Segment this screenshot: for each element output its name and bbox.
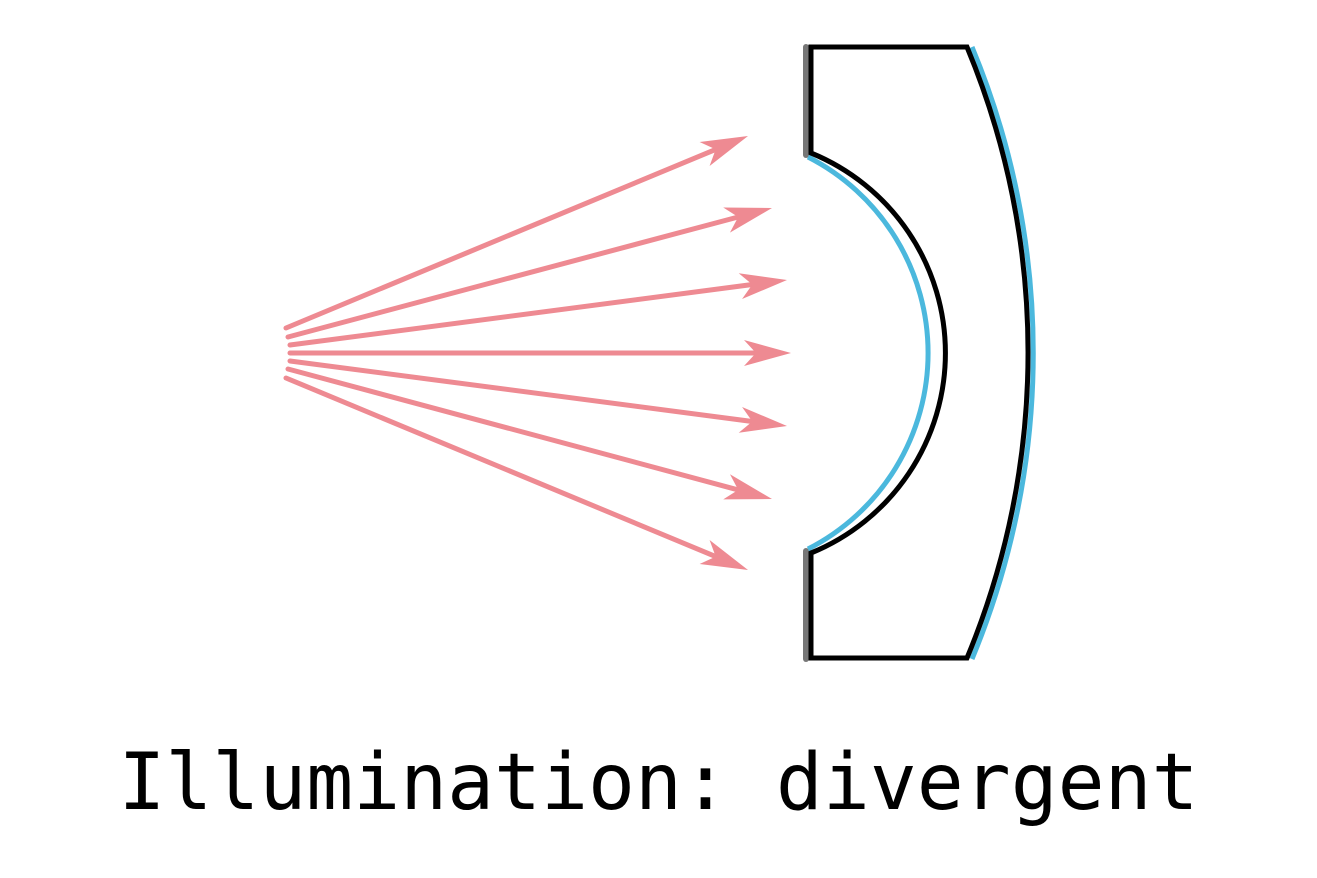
arrowhead-3 xyxy=(738,273,787,299)
arrowhead-6 xyxy=(723,474,772,500)
arrowhead-2 xyxy=(723,207,772,233)
arrowhead-1 xyxy=(699,136,748,167)
arrowhead-5 xyxy=(738,407,787,433)
outer-coating xyxy=(969,46,1036,660)
ray-line-6 xyxy=(285,366,741,493)
arrowhead-4 xyxy=(744,340,791,366)
ray-line-7 xyxy=(283,375,719,560)
light-rays xyxy=(283,136,791,570)
illumination-caption: Illumination: divergent xyxy=(118,738,1199,828)
lens-outline xyxy=(808,44,1031,661)
ray-line-5 xyxy=(287,358,755,424)
inner-coating xyxy=(806,154,931,552)
ray-line-2 xyxy=(285,214,741,340)
lens xyxy=(803,44,1036,662)
ray-line-3 xyxy=(287,282,755,348)
ray-line-1 xyxy=(283,146,719,331)
arrowhead-7 xyxy=(699,539,748,570)
